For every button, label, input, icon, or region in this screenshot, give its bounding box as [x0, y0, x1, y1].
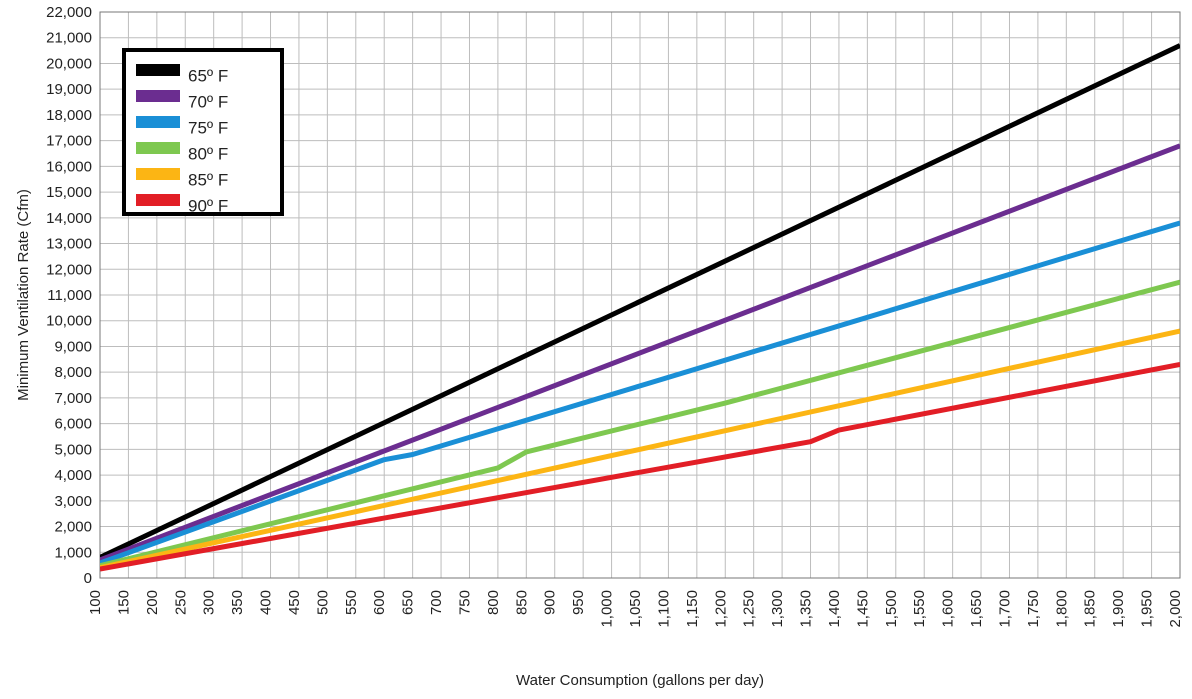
y-tick-label: 21,000	[46, 30, 92, 47]
x-tick-label: 600	[371, 590, 388, 615]
y-tick-label: 18,000	[46, 107, 92, 124]
y-tick-label: 22,000	[46, 4, 92, 21]
legend: 65º F 70º F 75º F 80º F 85º F 90º F	[124, 50, 282, 215]
legend-swatch	[136, 168, 180, 180]
x-tick-label: 1,700	[996, 590, 1013, 628]
y-tick-label: 15,000	[46, 184, 92, 201]
y-tick-label: 0	[84, 570, 92, 587]
x-tick-label: 1,250	[741, 590, 758, 628]
y-tick-label: 16,000	[46, 158, 92, 175]
x-tick-label: 1,650	[968, 590, 985, 628]
x-tick-label: 150	[115, 590, 132, 615]
legend-label: 80º F	[188, 144, 228, 163]
y-tick-label: 17,000	[46, 133, 92, 150]
legend-swatch	[136, 142, 180, 154]
x-tick-label: 450	[286, 590, 303, 615]
x-tick-label: 1,550	[911, 590, 928, 628]
y-tick-label: 6,000	[54, 416, 92, 433]
x-tick-label: 1,600	[940, 590, 957, 628]
y-tick-label: 13,000	[46, 236, 92, 253]
y-tick-label: 10,000	[46, 313, 92, 330]
y-tick-label: 12,000	[46, 261, 92, 278]
legend-swatch	[136, 194, 180, 206]
x-tick-label: 1,100	[655, 590, 672, 628]
x-axis-title: Water Consumption (gallons per day)	[516, 672, 764, 689]
x-tick-label: 1,500	[883, 590, 900, 628]
x-tick-label: 1,000	[599, 590, 616, 628]
y-axis-title: Minimum Ventilation Rate (Cfm)	[15, 189, 32, 401]
y-tick-label: 2,000	[54, 519, 92, 536]
x-tick-label: 650	[400, 590, 417, 615]
ventilation-chart: 0 1,000 2,000 3,000 4,000 5,000 6,000 7,000 8,00…	[0, 0, 1192, 699]
y-tick-label: 1,000	[54, 544, 92, 561]
x-tick-label: 1,150	[684, 590, 701, 628]
y-tick-label: 9,000	[54, 338, 92, 355]
x-tick-label: 1,950	[1139, 590, 1156, 628]
x-tick-label: 1,350	[798, 590, 815, 628]
y-tick-label: 5,000	[54, 441, 92, 458]
legend-swatch	[136, 90, 180, 102]
x-tick-label: 950	[570, 590, 587, 615]
x-tick-label: 1,400	[826, 590, 843, 628]
y-tick-label: 20,000	[46, 55, 92, 72]
legend-swatch	[136, 64, 180, 76]
y-tick-label: 4,000	[54, 467, 92, 484]
legend-swatch	[136, 116, 180, 128]
x-tick-label: 350	[229, 590, 246, 615]
x-tick-label: 1,050	[627, 590, 644, 628]
y-tick-label: 11,000	[47, 287, 92, 304]
legend-label: 70º F	[188, 92, 228, 111]
x-tick-label: 1,300	[769, 590, 786, 628]
x-tick-label: 1,900	[1110, 590, 1127, 628]
x-tick-label: 2,000	[1167, 590, 1184, 628]
x-tick-label: 200	[144, 590, 161, 615]
x-tick-label: 1,750	[1025, 590, 1042, 628]
x-tick-label: 1,850	[1082, 590, 1099, 628]
x-tick-label: 550	[343, 590, 360, 615]
x-tick-label: 1,450	[854, 590, 871, 628]
chart-svg: 0 1,000 2,000 3,000 4,000 5,000 6,000 7,000 8,00…	[0, 0, 1192, 699]
x-tick-label: 100	[87, 590, 104, 615]
x-tick-label: 250	[172, 590, 189, 615]
x-tick-label: 700	[428, 590, 445, 615]
x-tick-label: 1,800	[1053, 590, 1070, 628]
legend-label: 85º F	[188, 170, 228, 189]
x-tick-label: 850	[513, 590, 530, 615]
x-tick-label: 750	[456, 590, 473, 615]
x-tick-label: 800	[485, 590, 502, 615]
y-tick-label: 14,000	[46, 210, 92, 227]
x-tick-label: 300	[201, 590, 218, 615]
x-tick-label: 500	[314, 590, 331, 615]
legend-label: 75º F	[188, 118, 228, 137]
x-tick-label: 900	[542, 590, 559, 615]
legend-label: 65º F	[188, 66, 228, 85]
y-tick-label: 7,000	[54, 390, 92, 407]
y-tick-label: 8,000	[54, 364, 92, 381]
y-tick-label: 19,000	[46, 81, 92, 98]
legend-label: 90º F	[188, 196, 228, 215]
x-tick-label: 400	[258, 590, 275, 615]
y-tick-label: 3,000	[54, 493, 92, 510]
x-tick-label: 1,200	[712, 590, 729, 628]
